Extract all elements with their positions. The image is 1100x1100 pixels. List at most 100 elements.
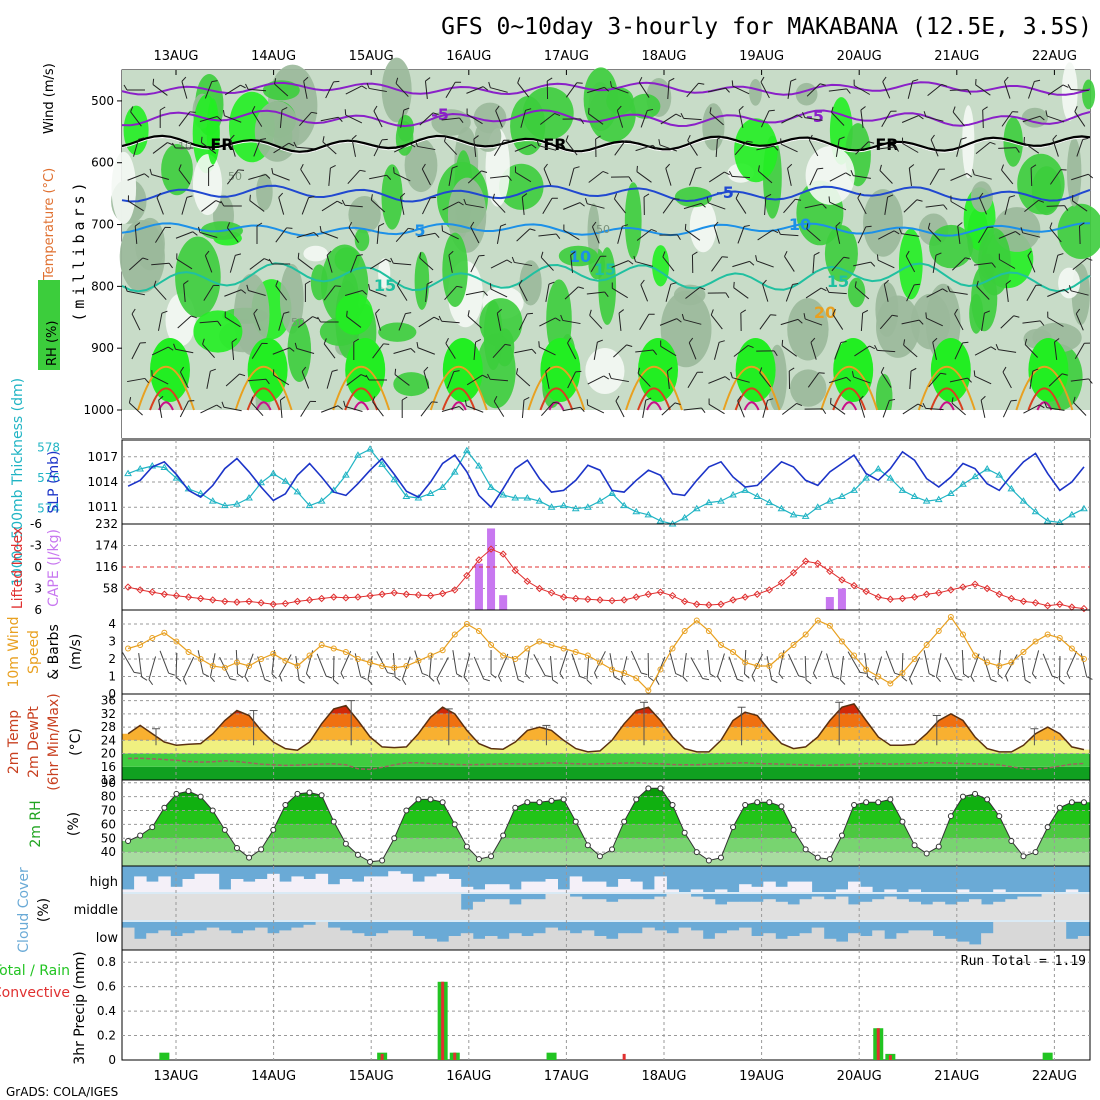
wind-barb: [124, 285, 145, 296]
thickness-point: [245, 494, 253, 501]
wind-barb: [202, 338, 215, 359]
wind-barb: [181, 195, 193, 215]
thickness-point: [305, 501, 314, 509]
rh-cell: [1017, 153, 1065, 215]
rh-cell: [345, 338, 386, 402]
wind-barb: [709, 107, 724, 126]
wind-barb: [927, 83, 948, 97]
cloud-cell-low: [642, 927, 655, 950]
wind-barb: [860, 309, 869, 332]
wind10-barb: [630, 650, 648, 676]
wind-barb: [665, 163, 672, 186]
cloud-cell-high: [412, 881, 425, 892]
cloud-cell-middle: [993, 901, 1006, 920]
wind-barb: [488, 81, 508, 93]
cape-bar: [825, 597, 834, 610]
cloud-cell-low: [969, 944, 982, 950]
contour-label: 50: [228, 170, 242, 183]
wind-barb: [353, 338, 360, 360]
wind10-point: [463, 621, 470, 627]
cloud-cell-high: [739, 884, 752, 892]
wind-barb: [543, 163, 552, 186]
wind-barb: [906, 283, 921, 302]
rh-cell: [123, 105, 149, 155]
cloud-cell-low: [569, 933, 583, 950]
wind10-tick: 4: [108, 617, 116, 631]
rh-cell: [674, 186, 713, 208]
top-date-21aug: 21AUG: [934, 49, 979, 64]
rh-cell: [734, 118, 778, 183]
li-point: [136, 586, 144, 594]
wind-barb: [806, 83, 826, 97]
wind-barb: [442, 201, 464, 211]
wind10-point: [1056, 635, 1063, 641]
temp-tick: 36: [101, 694, 116, 708]
contour-label: 50: [291, 316, 305, 329]
wind-barb: [400, 107, 410, 128]
wind-barb: [200, 136, 217, 154]
li-point: [342, 594, 350, 602]
cloud-cell-high: [267, 873, 280, 892]
wind10-barb: [885, 650, 901, 676]
wind10-point: [330, 645, 337, 652]
wind-barb: [1000, 315, 1020, 329]
wind10-label-3: & Barbs: [46, 624, 62, 680]
wind10-barb: [209, 653, 216, 682]
wind-barb: [1027, 250, 1036, 273]
wind10-point: [125, 645, 132, 652]
temp-tick: 16: [101, 760, 116, 774]
wind-barb: [587, 375, 610, 385]
rh2m-left-title: 2m RH (%): [28, 800, 82, 847]
cloud-cell-high: [956, 889, 970, 892]
li-point: [801, 557, 810, 565]
cloud-cell-middle: [908, 901, 921, 920]
contour-label: FR: [543, 135, 566, 154]
wind10-barb: [138, 653, 148, 681]
cloud-cell-low: [460, 933, 474, 950]
wind-barb: [448, 165, 458, 186]
li-point: [1007, 594, 1016, 603]
cloud-cell-middle: [799, 899, 813, 920]
thickness-point: [535, 497, 544, 504]
wind-barb: [152, 78, 168, 96]
cloud-cell-high: [388, 871, 401, 892]
wind-barb: [173, 343, 194, 354]
wind10-barb: [716, 653, 725, 683]
cloud-cell-low: [775, 938, 788, 950]
wind-barb: [420, 401, 438, 417]
thickness-point: [523, 494, 532, 501]
rh-point: [270, 826, 277, 833]
wind10-barb: [1031, 650, 1040, 680]
wind-barb: [1045, 110, 1065, 123]
contour-plus20: [820, 365, 879, 411]
wind-barb: [1071, 173, 1094, 181]
wind-barb: [470, 254, 485, 273]
wind-barb: [642, 397, 652, 418]
cloud-cell-middle: [823, 899, 837, 920]
rh-point: [826, 856, 833, 863]
cloud-cell-middle: [1065, 894, 1079, 920]
cloud-cell-middle: [267, 894, 280, 920]
cloud-cell-middle: [714, 904, 728, 920]
wind10-point: [802, 631, 809, 638]
cloud-cell-middle: [424, 894, 437, 920]
thickness-point: [257, 478, 266, 486]
wind-barb: [851, 371, 871, 384]
wind10-barb: [571, 653, 586, 679]
cloud-cell-high: [763, 881, 776, 892]
wind-barb: [1022, 115, 1045, 123]
wind-barb: [368, 283, 387, 297]
wind-barb: [248, 174, 271, 180]
cloud-cell-middle: [1029, 896, 1042, 920]
wind-barb: [883, 279, 889, 302]
wind10-point: [814, 617, 821, 624]
wind-barb: [199, 116, 222, 122]
li-point: [596, 596, 604, 604]
wind-barb: [1022, 320, 1045, 326]
contour-label: -5: [431, 105, 449, 124]
li-point: [390, 589, 398, 597]
wind-barb: [1027, 79, 1041, 99]
cloud-cell-low: [993, 922, 1006, 950]
wind-barb: [568, 166, 580, 186]
wind-barb: [441, 406, 464, 412]
